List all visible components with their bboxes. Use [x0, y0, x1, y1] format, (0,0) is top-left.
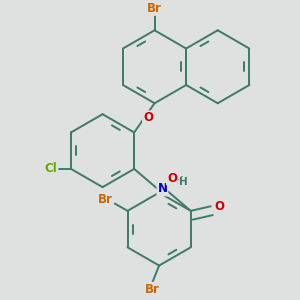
- Text: H: H: [175, 176, 184, 186]
- Text: N: N: [158, 182, 167, 196]
- Text: O: O: [167, 172, 177, 184]
- Text: O: O: [214, 200, 224, 213]
- Text: Br: Br: [144, 283, 159, 296]
- Text: H: H: [179, 177, 188, 187]
- Text: Br: Br: [147, 2, 162, 15]
- Text: Br: Br: [98, 194, 113, 206]
- Text: O: O: [143, 111, 153, 124]
- Text: Cl: Cl: [45, 162, 57, 176]
